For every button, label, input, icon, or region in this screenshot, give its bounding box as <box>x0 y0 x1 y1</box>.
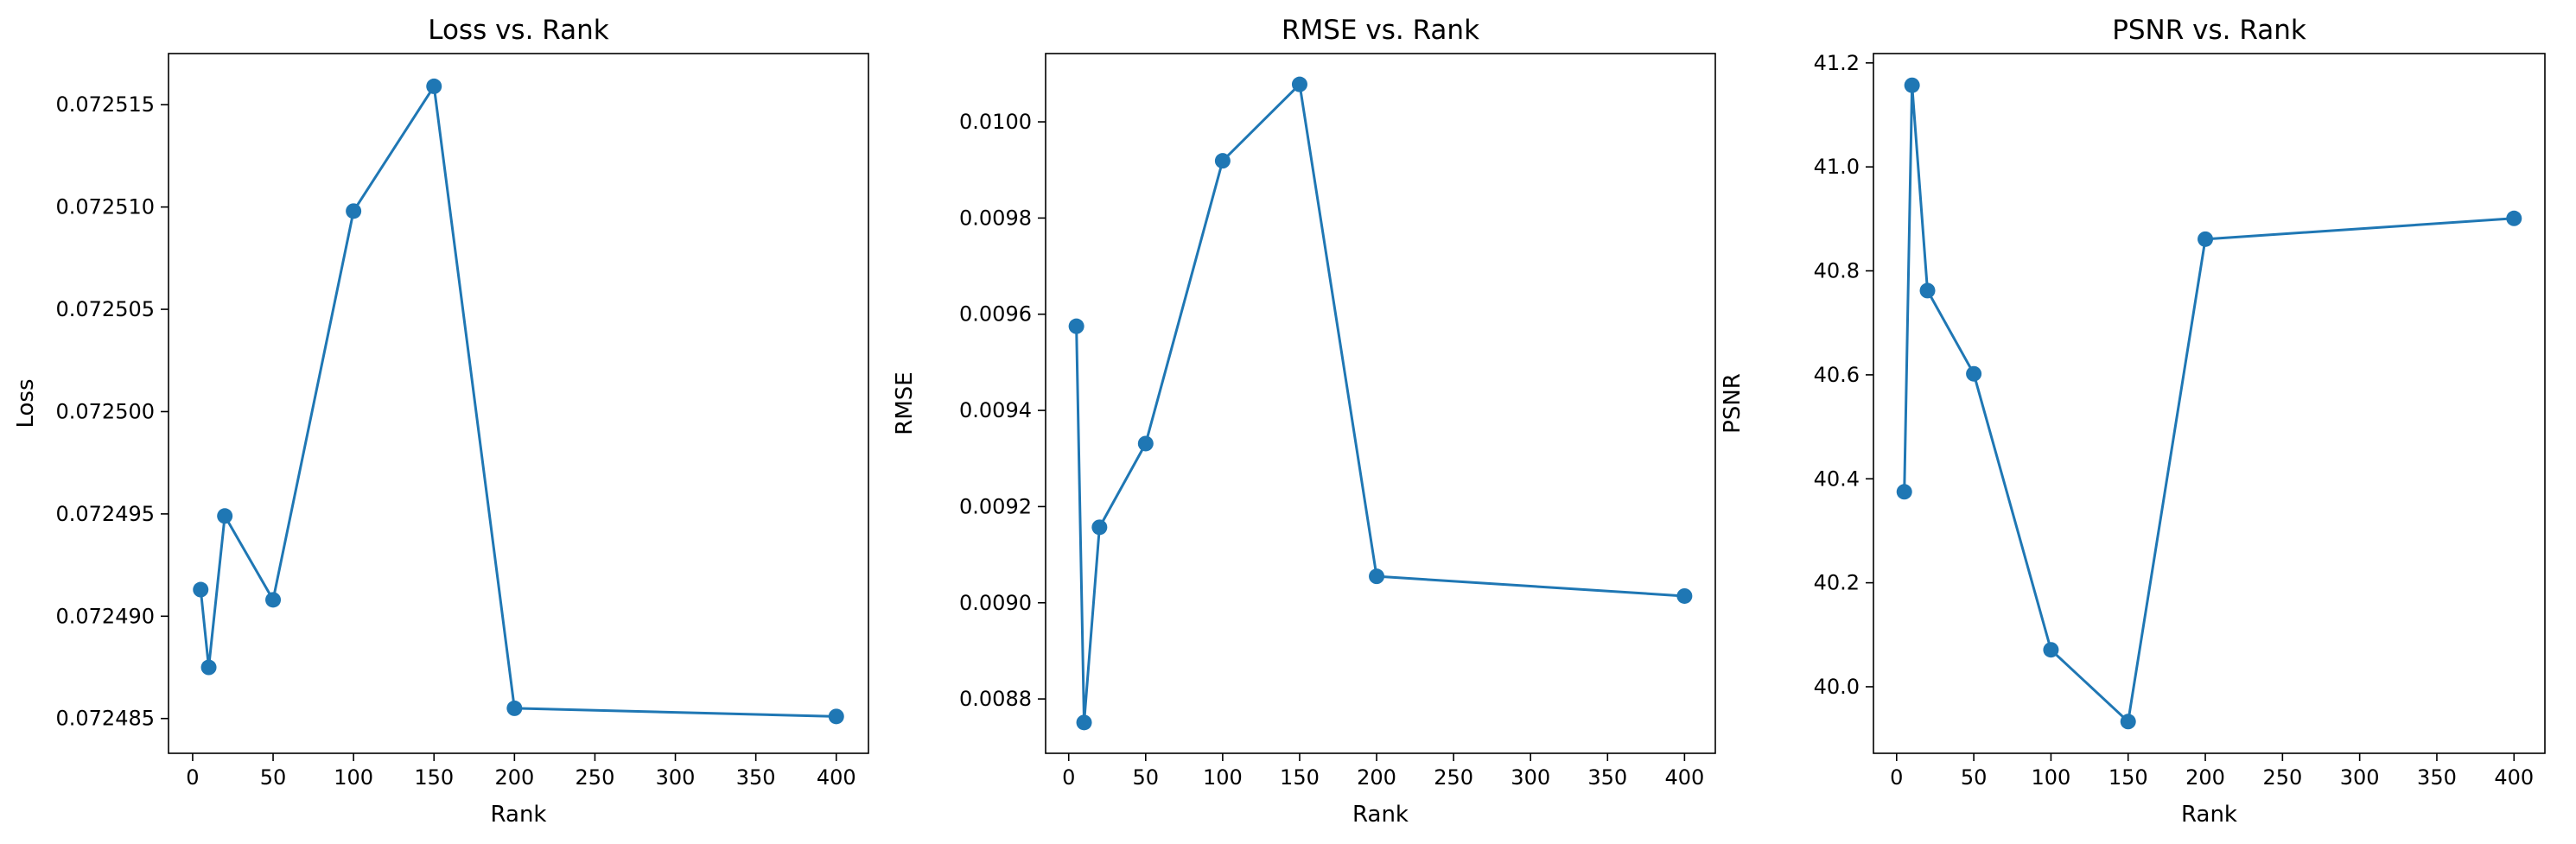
rmse-chart-y-tick-label: 0.0094 <box>959 398 1032 422</box>
rmse-chart-x-tick-label: 400 <box>1664 765 1704 790</box>
psnr-chart-y-tick-label: 41.0 <box>1814 155 1860 179</box>
rmse-chart-x-tick-label: 100 <box>1203 765 1243 790</box>
rmse-chart-y-tick-label: 0.0096 <box>959 302 1032 327</box>
rmse-chart-y-tick-label: 0.0092 <box>959 494 1032 518</box>
rmse-chart-x-tick-label: 350 <box>1587 765 1627 790</box>
rmse-chart-x-tick-label: 300 <box>1511 765 1550 790</box>
loss-chart-data-point <box>506 700 523 716</box>
rmse-chart-data-point <box>1068 318 1084 334</box>
psnr-chart-y-tick-label: 40.4 <box>1814 466 1860 491</box>
rmse-chart-xlabel: Rank <box>1352 802 1409 828</box>
psnr-chart-data-point <box>1919 282 1936 299</box>
psnr-chart: PSNR vs. Rank Rank PSNR 0 50 100 150 200 250 3… <box>1720 15 2546 828</box>
loss-chart-data-point <box>265 592 282 608</box>
psnr-chart-y-tick-label: 40.2 <box>1814 571 1860 595</box>
rmse-chart-x-tick-label: 250 <box>1434 765 1473 790</box>
loss-chart-ylabel: Loss <box>13 378 39 428</box>
loss-chart-y-tick-label: 0.072500 <box>55 399 155 423</box>
loss-chart-x-tick-label: 300 <box>656 765 696 790</box>
rmse-chart-data-point <box>1369 568 1385 585</box>
rmse-chart-data-point <box>1091 519 1108 536</box>
rmse-chart-data-point <box>1291 76 1307 92</box>
loss-chart-x-tick-label: 350 <box>736 765 776 790</box>
loss-chart-x-tick-label: 200 <box>494 765 534 790</box>
psnr-chart-x-tick-label: 150 <box>2109 765 2148 790</box>
rmse-chart-series-line <box>1075 83 1685 724</box>
loss-chart-x-tick-label: 0 <box>186 765 199 790</box>
loss-chart-x-tick-label: 50 <box>260 765 287 790</box>
loss-chart-x-tick-label: 100 <box>334 765 373 790</box>
loss-chart-y-tick-label: 0.072495 <box>55 502 155 526</box>
psnr-chart-x-tick-label: 200 <box>2185 765 2225 790</box>
psnr-chart-plot-frame <box>1873 53 2546 754</box>
loss-chart-x-tick-label: 400 <box>817 765 856 790</box>
loss-chart-series-line <box>199 85 836 718</box>
rmse-chart-data-point <box>1076 714 1092 731</box>
psnr-chart-series-line <box>1903 84 2515 723</box>
loss-chart-y-tick-label: 0.072485 <box>55 707 155 731</box>
rmse-chart-ylabel: RMSE <box>892 371 918 435</box>
psnr-chart-ylabel: PSNR <box>1720 373 1746 434</box>
loss-chart-data-point <box>200 659 217 676</box>
psnr-chart-x-tick-label: 50 <box>1961 765 1988 790</box>
loss-chart-data-point <box>217 508 233 524</box>
rmse-chart-data-point <box>1137 435 1154 452</box>
rmse-chart-x-tick-label: 50 <box>1133 765 1160 790</box>
rmse-chart: RMSE vs. Rank Rank RMSE 0 50 100 150 200 250 3… <box>892 15 1716 828</box>
psnr-chart-x-tick-label: 100 <box>2032 765 2071 790</box>
psnr-chart-xlabel: Rank <box>2181 802 2237 828</box>
psnr-chart-x-tick-label: 300 <box>2340 765 2380 790</box>
psnr-chart-x-tick-label: 350 <box>2417 765 2457 790</box>
loss-chart: Loss vs. Rank Rank Loss 0 50 100 150 200 250 3… <box>13 15 869 828</box>
psnr-chart-data-point <box>2198 231 2214 247</box>
psnr-chart-data-point <box>2043 642 2059 658</box>
loss-chart-y-tick-label: 0.072505 <box>55 297 155 321</box>
rmse-chart-x-tick-label: 0 <box>1062 765 1075 790</box>
rmse-chart-x-tick-label: 150 <box>1280 765 1320 790</box>
rmse-chart-plot-frame <box>1045 53 1716 754</box>
loss-chart-data-point <box>828 708 844 725</box>
loss-chart-xlabel: Rank <box>491 802 547 828</box>
psnr-chart-y-tick-label: 40.0 <box>1814 675 1860 699</box>
rmse-chart-y-tick-label: 0.0100 <box>959 110 1032 134</box>
rmse-chart-y-tick-label: 0.0098 <box>959 206 1032 230</box>
psnr-chart-data-point <box>1966 365 1982 382</box>
loss-chart-plot-frame <box>168 53 869 754</box>
psnr-chart-x-tick-label: 400 <box>2494 765 2534 790</box>
psnr-chart-data-point <box>1904 77 1920 93</box>
psnr-chart-title: PSNR vs. Rank <box>2112 15 2306 46</box>
psnr-chart-y-tick-label: 40.6 <box>1814 363 1860 387</box>
loss-chart-x-tick-label: 150 <box>414 765 454 790</box>
loss-chart-x-tick-label: 250 <box>576 765 615 790</box>
loss-chart-y-tick-label: 0.072490 <box>55 604 155 628</box>
loss-chart-data-point <box>426 78 442 94</box>
loss-chart-y-tick-label: 0.072515 <box>55 92 155 117</box>
loss-chart-title: Loss vs. Rank <box>428 15 609 46</box>
psnr-chart-data-point <box>2506 210 2522 226</box>
rmse-chart-y-tick-label: 0.0090 <box>959 591 1032 615</box>
loss-chart-y-tick-label: 0.072510 <box>55 195 155 219</box>
psnr-chart-x-tick-label: 250 <box>2262 765 2302 790</box>
loss-chart-data-point <box>193 581 209 598</box>
psnr-chart-y-tick-label: 41.2 <box>1814 51 1860 75</box>
rmse-chart-y-tick-label: 0.0088 <box>959 687 1032 711</box>
psnr-chart-data-point <box>1896 484 1912 500</box>
psnr-chart-data-point <box>2120 714 2136 730</box>
loss-chart-data-point <box>346 203 362 219</box>
rmse-chart-x-tick-label: 200 <box>1357 765 1396 790</box>
rmse-chart-data-point <box>1676 587 1693 604</box>
psnr-chart-y-tick-label: 40.8 <box>1814 259 1860 283</box>
psnr-chart-x-tick-label: 0 <box>1890 765 1903 790</box>
rmse-chart-title: RMSE vs. Rank <box>1282 15 1479 46</box>
rmse-chart-data-point <box>1214 153 1231 169</box>
